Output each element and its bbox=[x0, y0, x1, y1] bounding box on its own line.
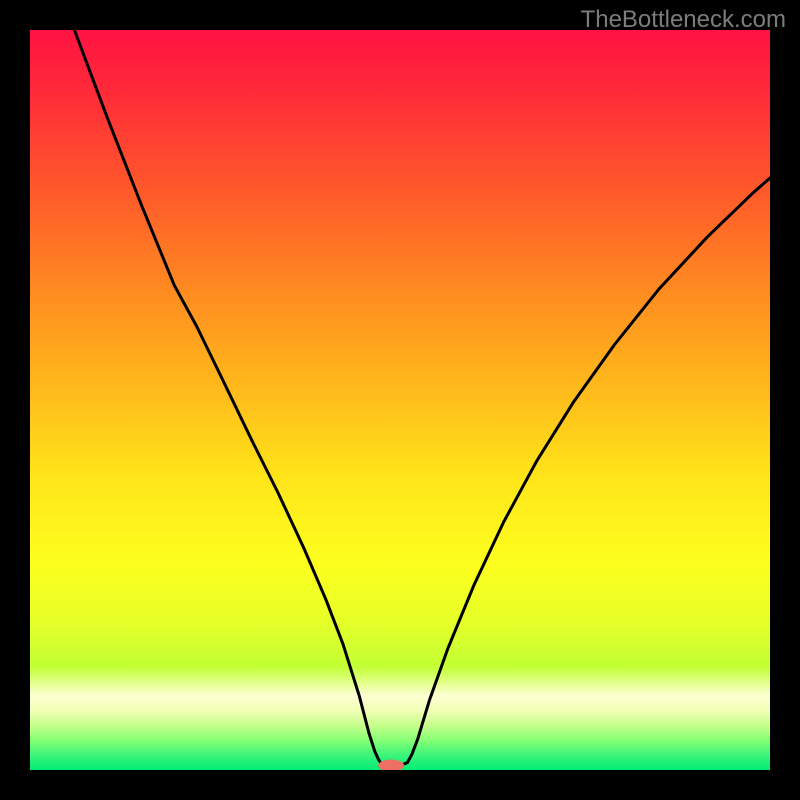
plot-area bbox=[30, 30, 770, 770]
chart-container: TheBottleneck.com bbox=[0, 0, 800, 800]
bottleneck-chart bbox=[30, 30, 770, 770]
heatmap-background bbox=[30, 30, 770, 770]
